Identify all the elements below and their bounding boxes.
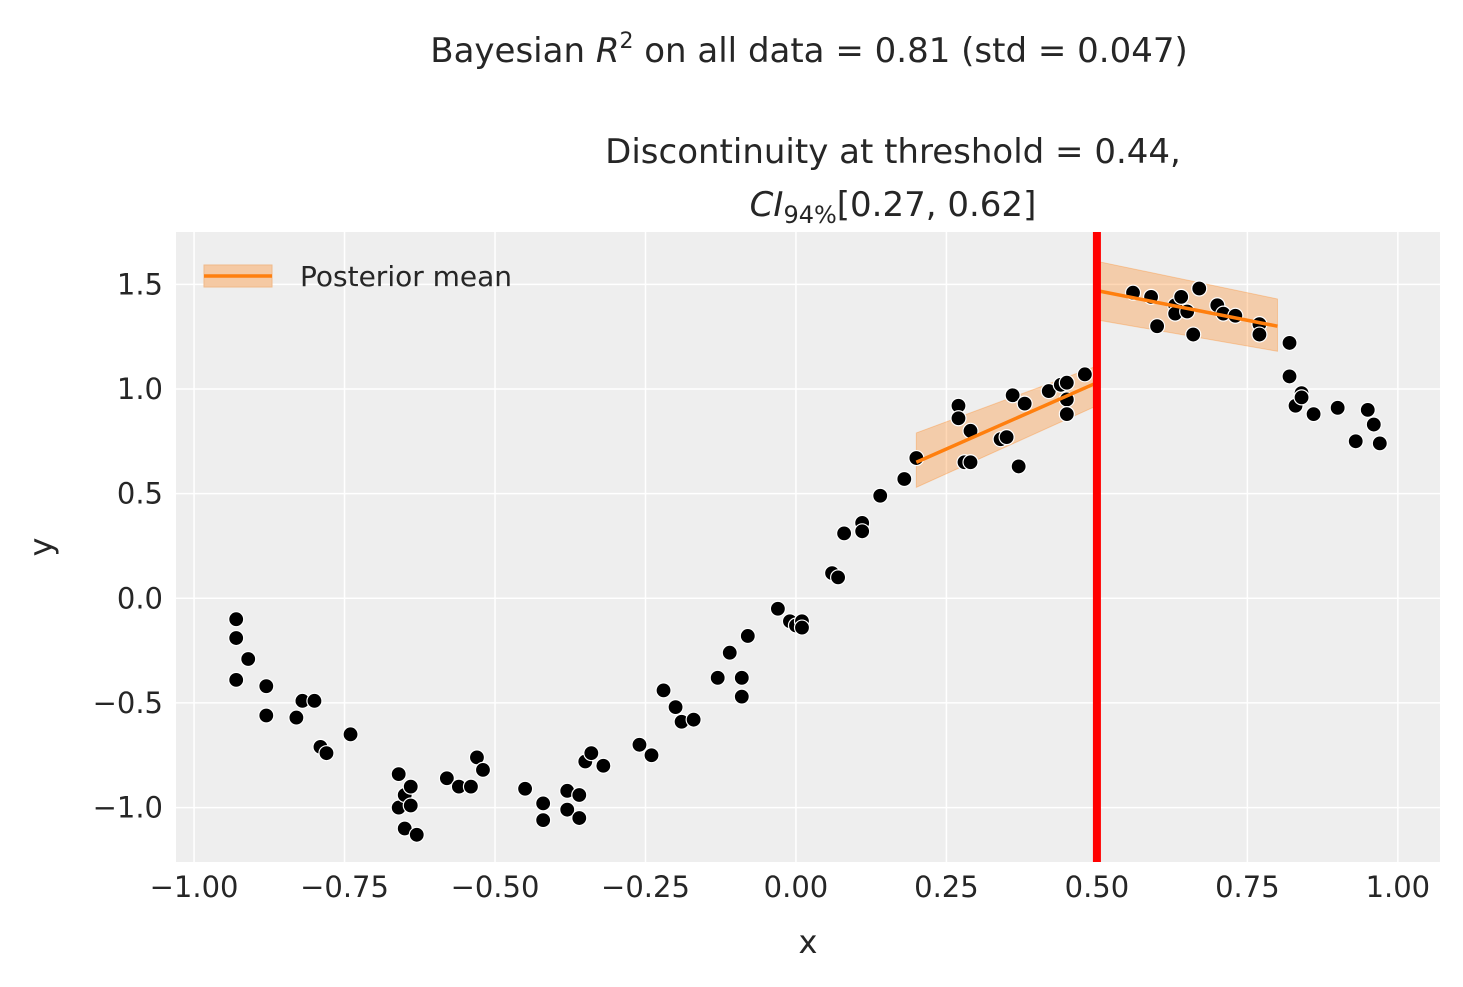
- data-point: [559, 801, 576, 818]
- data-point: [535, 795, 552, 812]
- data-point: [721, 644, 738, 661]
- fit-lines: [915, 288, 1278, 464]
- posterior-mean-line: [1096, 288, 1278, 328]
- x-tick-label: −0.75: [300, 870, 389, 904]
- data-point: [643, 747, 660, 764]
- legend: Posterior mean: [203, 260, 512, 293]
- data-point: [1191, 280, 1208, 297]
- chart-title-line2: Discontinuity at threshold = 0.44,: [605, 132, 1181, 172]
- data-point: [769, 600, 787, 617]
- plot-area: [176, 232, 1440, 862]
- data-point: [1173, 288, 1190, 305]
- y-tick-label: −1.0: [93, 791, 163, 825]
- chart-title-line3: CI94%[0.27, 0.62]: [750, 185, 1037, 229]
- data-point: [258, 678, 275, 695]
- data-point: [318, 745, 335, 762]
- chart-title-line1: Bayesian R2 on all data = 0.81 (std = 0.…: [430, 29, 1187, 71]
- data-point: [228, 611, 245, 628]
- x-tick-label: 0.50: [1065, 870, 1130, 904]
- data-point: [1058, 405, 1075, 423]
- data-point: [1149, 318, 1166, 335]
- data-point: [535, 812, 552, 829]
- x-axis-label: x: [799, 923, 818, 961]
- x-tick-label: −0.50: [451, 870, 540, 904]
- data-point: [793, 619, 811, 636]
- data-point: [1305, 405, 1322, 423]
- data-point: [462, 778, 480, 795]
- data-point: [631, 736, 648, 753]
- data-point: [408, 826, 425, 843]
- data-point: [571, 809, 588, 827]
- y-tick-label: 0.0: [117, 581, 163, 615]
- y-tick-label: 1.5: [117, 267, 163, 301]
- data-point: [1347, 433, 1364, 450]
- data-point: [390, 765, 407, 783]
- data-point: [733, 688, 750, 705]
- data-point: [998, 429, 1015, 446]
- data-point: [306, 692, 323, 709]
- data-point: [517, 780, 534, 797]
- data-point: [1076, 366, 1093, 383]
- y-axis-label: y: [22, 538, 60, 557]
- data-point: [1359, 401, 1376, 419]
- grid: [176, 232, 1440, 862]
- data-point: [240, 650, 257, 668]
- data-point: [685, 711, 702, 728]
- data-point: [402, 797, 419, 814]
- data-point: [667, 699, 684, 716]
- data-point: [288, 709, 305, 726]
- data-point: [655, 682, 672, 699]
- data-point: [1365, 416, 1382, 433]
- data-point: [228, 629, 245, 647]
- x-tick-label: −0.25: [601, 870, 690, 904]
- data-point: [595, 757, 612, 774]
- data-point: [1251, 326, 1268, 343]
- data-point: [1281, 334, 1298, 352]
- data-point: [438, 770, 455, 787]
- data-point: [950, 410, 967, 427]
- data-point: [1016, 395, 1033, 412]
- data-point: [1281, 368, 1298, 385]
- data-point: [709, 669, 726, 686]
- posterior-mean-line: [915, 381, 1098, 464]
- data-point: [258, 707, 275, 724]
- tick-labels: −1.00 −0.75 −0.50 −0.25 0.00 0.25 0.50 0.75 1.00…: [93, 267, 1431, 904]
- data-point: [402, 778, 419, 795]
- data-point: [1058, 374, 1075, 391]
- data-point: [962, 454, 979, 471]
- data-point: [1329, 399, 1346, 416]
- legend-label: Posterior mean: [300, 260, 512, 293]
- data-point: [1293, 389, 1310, 406]
- data-point: [896, 470, 913, 488]
- data-point: [829, 569, 847, 586]
- data-point: [1371, 435, 1388, 452]
- data-point: [1004, 387, 1021, 404]
- data-point: [228, 671, 245, 689]
- data-point: [1185, 326, 1202, 343]
- data-point: [872, 487, 889, 504]
- x-tick-label: 0.25: [914, 870, 979, 904]
- y-tick-label: −0.5: [93, 686, 163, 720]
- data-point: [739, 627, 756, 645]
- x-tick-label: 0.75: [1215, 870, 1280, 904]
- data-point: [854, 523, 871, 540]
- y-tick-label: 1.0: [117, 372, 163, 406]
- data-point: [733, 669, 750, 686]
- data-point: [571, 786, 588, 804]
- x-tick-label: 0.00: [764, 870, 829, 904]
- data-point: [1010, 458, 1027, 475]
- y-tick-label: 0.5: [117, 477, 163, 511]
- x-tick-label: −1.00: [150, 870, 239, 904]
- data-point: [836, 525, 853, 542]
- x-tick-label: 1.00: [1366, 870, 1431, 904]
- data-point: [474, 761, 492, 779]
- data-point: [342, 726, 359, 743]
- data-point: [583, 745, 600, 762]
